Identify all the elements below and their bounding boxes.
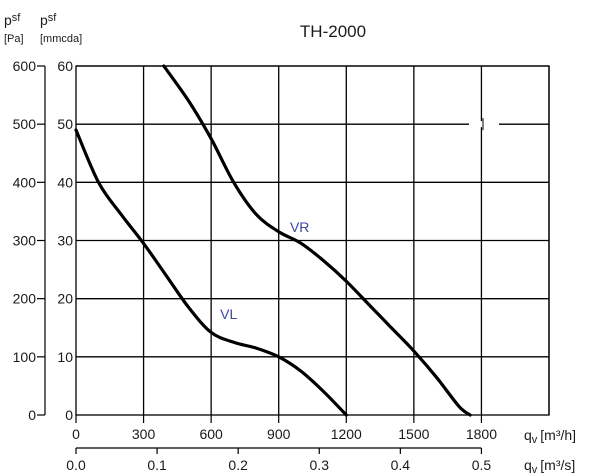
curves: VL VR xyxy=(74,64,472,417)
y-tick-label-mmcda: 10 xyxy=(57,349,73,365)
y-tick-label-pa: 600 xyxy=(13,58,37,74)
y-tick-label-pa: 200 xyxy=(13,291,37,307)
y-tick-label-pa: 100 xyxy=(13,349,37,365)
y-tick-label-pa: 400 xyxy=(13,174,37,190)
svg-text:psf: psf xyxy=(4,12,21,28)
x-axis-bottom-label: qv [m³/s] xyxy=(524,457,575,476)
x-tick-label-m3h: 0 xyxy=(72,426,80,442)
y-tick-label-mmcda: 20 xyxy=(57,291,73,307)
x-tick-label-m3h: 600 xyxy=(199,426,223,442)
x-axis-top-label: qv [m³/h] xyxy=(524,427,576,446)
svg-text:qv[m³/s]: qv [m³/s] xyxy=(524,457,575,476)
x-tick-label-m3h: 900 xyxy=(267,426,291,442)
y-tick-label-mmcda: 50 xyxy=(57,116,73,132)
x-tick-label-m3h: 1500 xyxy=(398,426,429,442)
svg-text:[mmcda]: [mmcda] xyxy=(40,33,82,45)
x-tick-label-m3s: 0.5 xyxy=(472,457,492,473)
y-axis-left-label: psf [Pa] xyxy=(4,12,24,45)
svg-text:psf: psf xyxy=(40,12,57,28)
y-tick-label-pa: 500 xyxy=(13,116,37,132)
y-tick-label-mmcda: 0 xyxy=(65,407,73,423)
grid xyxy=(75,65,550,416)
curve-label-vr: VR xyxy=(290,219,309,235)
x-tick-label-m3h: 1800 xyxy=(466,426,497,442)
curve-label-vl: VL xyxy=(220,306,237,322)
grid-gap xyxy=(469,121,499,128)
x-tick-label-m3h: 1200 xyxy=(331,426,362,442)
x-tick-label-m3h: 300 xyxy=(132,426,156,442)
y-tick-label-pa: 300 xyxy=(13,233,37,249)
y-tick-label-mmcda: 30 xyxy=(57,233,73,249)
x-tick-label-m3s: 0.2 xyxy=(228,457,248,473)
plot-frame xyxy=(75,65,550,416)
x-tick-label-m3s: 0.0 xyxy=(66,457,86,473)
x-tick-label-m3s: 0.4 xyxy=(391,457,411,473)
curve-vl xyxy=(74,128,348,417)
chart-title: TH-2000 xyxy=(300,22,366,41)
y-tick-label-mmcda: 60 xyxy=(57,58,73,74)
svg-text:qv[m³/h]: qv [m³/h] xyxy=(524,427,576,446)
svg-text:[Pa]: [Pa] xyxy=(4,33,24,45)
y-tick-label-mmcda: 40 xyxy=(57,174,73,190)
y-axis-inner-label: psf [mmcda] xyxy=(40,12,82,45)
y-tick-label-pa: 0 xyxy=(28,407,36,423)
x-tick-label-m3s: 0.1 xyxy=(147,457,167,473)
curve-vr xyxy=(162,64,472,417)
x-tick-label-m3s: 0.3 xyxy=(310,457,330,473)
